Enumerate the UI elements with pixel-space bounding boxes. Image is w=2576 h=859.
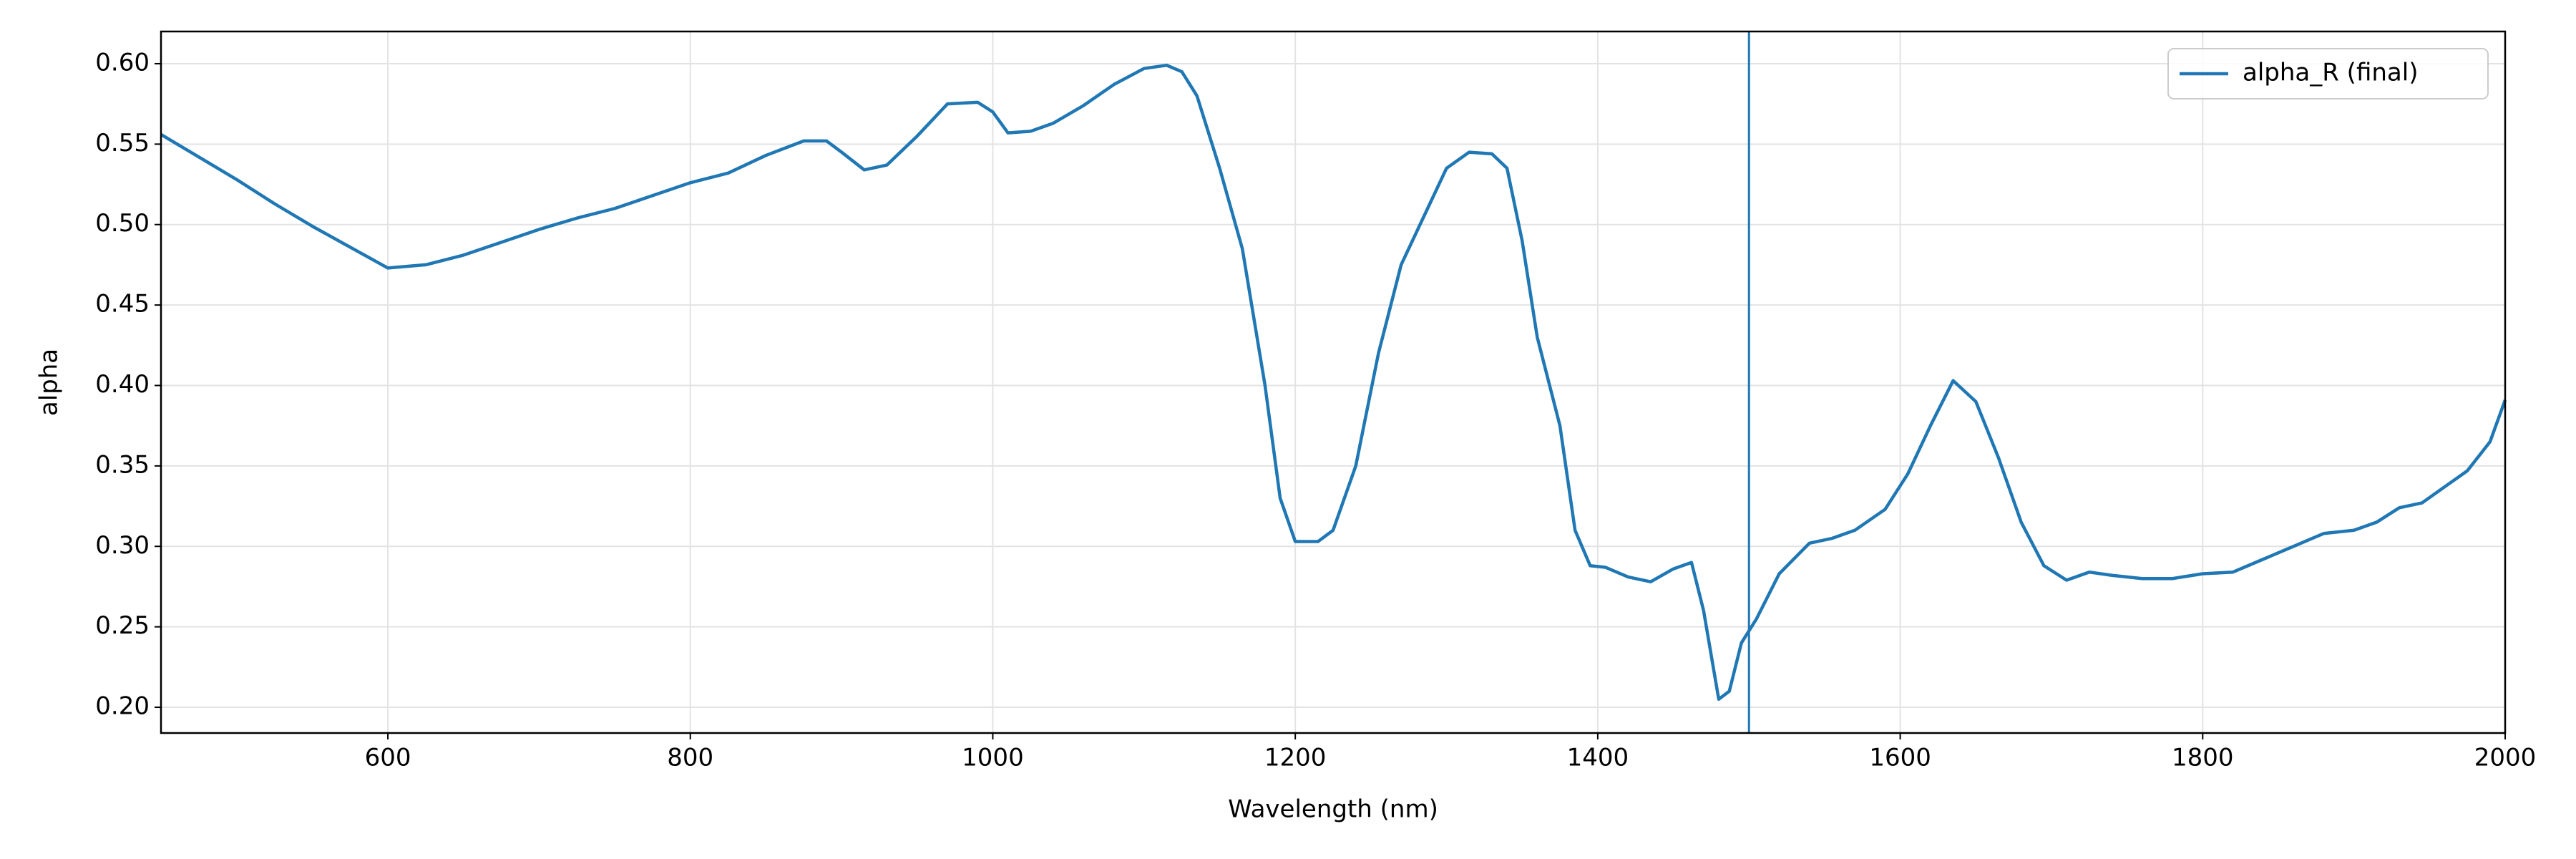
x-tick-label: 2000: [2474, 744, 2537, 772]
plot-frame: [160, 30, 2507, 734]
y-tick-label: 0.45: [95, 290, 150, 319]
y-axis-label: alpha: [35, 349, 64, 416]
y-tick-label: 0.55: [95, 129, 150, 157]
x-tick-label: 600: [365, 744, 411, 772]
y-tick-label: 0.60: [95, 48, 150, 77]
x-tick-label: 1800: [2172, 744, 2234, 772]
y-tick-label: 0.25: [95, 611, 150, 640]
x-tick-label: 1200: [1264, 744, 1327, 772]
y-tick-label: 0.30: [95, 531, 150, 560]
x-axis-label: Wavelength (nm): [1228, 795, 1438, 824]
legend-label: alpha_R (final): [2243, 59, 2418, 87]
x-tick-label: 800: [667, 744, 713, 772]
y-tick-label: 0.35: [95, 450, 150, 479]
x-tick-label: 1400: [1567, 744, 1629, 772]
y-tick-label: 0.20: [95, 692, 150, 721]
legend-box: [2167, 48, 2489, 100]
y-tick-label: 0.50: [95, 209, 150, 238]
x-tick-label: 1600: [1869, 744, 1931, 772]
x-tick-label: 1000: [962, 744, 1024, 772]
data-line: [160, 63, 2507, 702]
y-tick-label: 0.40: [95, 370, 150, 399]
